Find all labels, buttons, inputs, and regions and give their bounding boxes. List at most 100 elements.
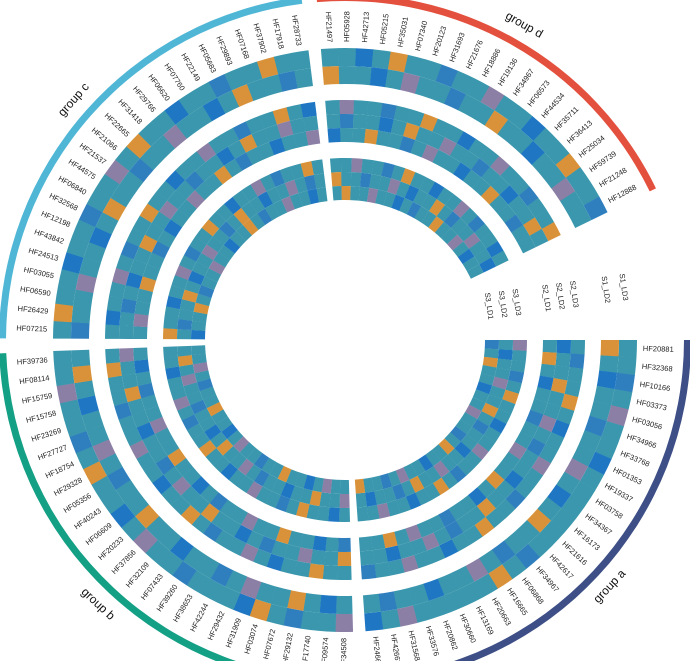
heatmap-cell bbox=[505, 379, 522, 394]
heatmap-cell bbox=[110, 388, 128, 407]
heatmap-cell bbox=[89, 226, 112, 249]
heatmap-cell bbox=[164, 306, 180, 320]
heatmap-cell bbox=[284, 544, 301, 561]
heatmap-cell bbox=[275, 183, 290, 200]
heatmap-cell bbox=[329, 158, 342, 173]
heatmap-cell bbox=[126, 133, 152, 159]
heatmap-cell bbox=[466, 264, 484, 279]
heatmap-cell bbox=[419, 59, 442, 82]
heatmap-cell bbox=[229, 231, 247, 248]
gene-label: HF31693 bbox=[447, 31, 466, 63]
gene-label: HF05928 bbox=[342, 11, 351, 42]
heatmap-cell bbox=[593, 385, 615, 406]
heatmap-cell bbox=[222, 445, 240, 463]
heatmap-cell bbox=[369, 67, 389, 88]
heatmap-cell bbox=[450, 217, 468, 235]
heatmap-cell bbox=[460, 434, 478, 451]
heatmap-cell bbox=[436, 187, 454, 206]
gene-label: HF13169 bbox=[474, 605, 496, 637]
heatmap-cell bbox=[115, 146, 141, 171]
heatmap-cell bbox=[476, 497, 496, 518]
heatmap-cell bbox=[194, 408, 212, 424]
heatmap-cell bbox=[454, 441, 472, 459]
heatmap-cell bbox=[133, 246, 152, 265]
gene-label: HF05215 bbox=[378, 13, 391, 45]
heatmap-cell bbox=[611, 389, 633, 410]
heatmap-cell bbox=[194, 370, 211, 383]
heatmap-cell bbox=[354, 66, 372, 86]
heatmap-cell bbox=[460, 150, 480, 170]
heatmap-cell bbox=[142, 433, 161, 453]
heatmap-cell bbox=[263, 522, 281, 541]
gene-label: HF21676 bbox=[464, 39, 485, 71]
heatmap-cell bbox=[180, 485, 201, 506]
heatmap-cell bbox=[327, 128, 341, 143]
heatmap-cell bbox=[230, 506, 248, 525]
heatmap-cell bbox=[534, 209, 555, 230]
gene-label: HF42713 bbox=[360, 12, 371, 43]
heatmap-cell bbox=[518, 186, 539, 207]
heatmap-cell bbox=[188, 270, 205, 286]
heatmap-cell bbox=[303, 474, 316, 491]
heatmap-cell bbox=[541, 164, 566, 189]
heatmap-cell bbox=[309, 490, 322, 507]
heatmap-cell bbox=[285, 498, 300, 516]
heatmap-cell bbox=[163, 317, 179, 330]
heatmap-cell bbox=[200, 503, 220, 523]
heatmap-cell bbox=[400, 555, 419, 573]
gene-label: HF18886 bbox=[480, 47, 502, 78]
heatmap-cell bbox=[258, 535, 276, 554]
track-label: S2_LD3 bbox=[568, 280, 581, 308]
heatmap-cell bbox=[106, 295, 123, 312]
heatmap-cell bbox=[163, 219, 183, 238]
gene-label: HF24666 bbox=[371, 636, 383, 661]
heatmap-cell bbox=[400, 72, 421, 94]
heatmap-cell bbox=[122, 285, 140, 302]
heatmap-cell bbox=[472, 177, 491, 197]
heatmap-cell bbox=[409, 475, 425, 493]
heatmap-cell bbox=[132, 528, 158, 554]
heatmap-cell bbox=[413, 550, 433, 569]
gene-label: HF06868 bbox=[520, 576, 546, 606]
heatmap-cell bbox=[240, 576, 262, 600]
heatmap-cell bbox=[242, 218, 259, 236]
heatmap-cell bbox=[131, 410, 150, 428]
heatmap-cell bbox=[75, 273, 97, 293]
heatmap-cell bbox=[119, 170, 144, 195]
heatmap-cell bbox=[191, 353, 207, 365]
heatmap-cell bbox=[329, 493, 341, 508]
heatmap-cell bbox=[451, 532, 471, 552]
heatmap-cell bbox=[257, 141, 275, 160]
heatmap-cell bbox=[490, 175, 510, 196]
gene-label: HF17740 bbox=[300, 635, 313, 661]
heatmap-cell bbox=[293, 131, 309, 148]
heatmap-cell bbox=[119, 348, 135, 363]
heatmap-cell bbox=[378, 175, 392, 192]
heatmap-cell bbox=[178, 90, 203, 115]
heatmap-cell bbox=[163, 346, 178, 358]
heatmap-cell bbox=[190, 494, 210, 514]
heatmap-cell bbox=[428, 181, 445, 200]
heatmap-cell bbox=[178, 308, 194, 321]
heatmap-cell bbox=[104, 159, 130, 185]
heatmap-cell bbox=[575, 181, 600, 206]
heatmap-cell bbox=[460, 411, 478, 428]
gene-label: HF42244 bbox=[188, 602, 210, 634]
heatmap-cell bbox=[393, 587, 414, 610]
heatmap-cell bbox=[233, 436, 250, 453]
heatmap-cell bbox=[410, 459, 426, 476]
heatmap-cell bbox=[414, 206, 430, 223]
gene-label: HF32368 bbox=[641, 362, 673, 374]
gene-label: HF17918 bbox=[271, 18, 286, 50]
gene-label: HF15758 bbox=[25, 408, 57, 424]
heatmap-cell bbox=[83, 461, 108, 485]
heatmap-cell bbox=[515, 520, 540, 545]
heatmap-cell bbox=[120, 360, 136, 376]
heatmap-cell bbox=[310, 549, 326, 566]
heatmap-cell bbox=[494, 95, 519, 120]
heatmap-cell bbox=[280, 557, 298, 575]
heatmap-cell bbox=[578, 430, 602, 452]
heatmap-cell bbox=[294, 68, 313, 89]
heatmap-cell bbox=[358, 186, 370, 202]
